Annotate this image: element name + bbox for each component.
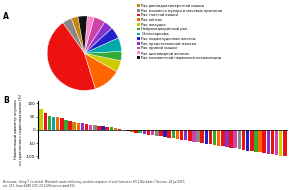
Bar [279,130,282,156]
Bar [180,130,183,140]
Wedge shape [47,23,95,90]
Bar [163,130,167,137]
Wedge shape [84,38,122,53]
Bar [262,130,266,153]
Bar [68,121,72,130]
Bar [110,127,113,130]
Bar [126,130,129,131]
Bar [139,130,142,133]
Wedge shape [84,53,121,72]
Bar [52,117,55,130]
Bar [93,125,97,130]
Bar [271,130,274,154]
Bar [254,130,258,152]
Bar [192,130,196,142]
Bar [217,130,221,146]
Bar [267,130,270,154]
Y-axis label: Наименьший диаметр опухоли
по сравнению с первоначальным (%): Наименьший диаметр опухоли по сравнению … [15,94,23,165]
Bar [258,130,262,152]
Wedge shape [84,28,118,53]
Bar [39,109,43,130]
Text: B: B [3,96,9,105]
Wedge shape [63,18,84,53]
Bar [209,130,212,144]
Wedge shape [84,51,122,61]
Bar [77,123,80,130]
Bar [167,130,171,138]
Bar [101,126,105,130]
Bar [155,130,159,136]
Bar [105,127,109,130]
Bar [56,117,59,130]
Bar [188,130,191,141]
Bar [184,130,187,140]
Bar [196,130,200,142]
Wedge shape [78,16,87,53]
Bar [229,130,233,148]
Bar [221,130,225,146]
Bar [238,130,241,149]
Text: Источник:  Dung T. Le and al. Mismatch repair deficiency predicts response of so: Источник: Dung T. Le and al. Mismatch re… [3,180,185,188]
Bar [81,123,84,130]
Bar [48,116,51,130]
Wedge shape [84,16,94,53]
Bar [64,120,68,130]
Bar [275,130,278,155]
Bar [151,130,155,135]
Bar [205,130,208,144]
Bar [242,130,245,150]
Text: A: A [3,12,9,21]
Wedge shape [84,17,105,53]
Bar [143,130,146,134]
Bar [85,124,88,130]
Bar [233,130,237,148]
Bar [72,122,76,130]
Bar [134,130,138,132]
Bar [44,113,47,130]
Bar [159,130,163,136]
Bar [283,130,287,156]
Bar [176,130,179,139]
Wedge shape [84,22,112,53]
Bar [97,126,101,130]
Wedge shape [71,17,84,53]
Bar [171,130,175,138]
Bar [118,129,121,130]
Bar [200,130,204,143]
Bar [246,130,249,150]
Bar [225,130,229,147]
Bar [60,118,63,130]
Bar [114,128,117,130]
Bar [130,130,134,132]
Bar [213,130,216,145]
Bar [250,130,253,151]
Legend: Рак двенадцатиперстной кишки, Рак мочевого пузыря и мочевых протоков, Рак толсто: Рак двенадцатиперстной кишки, Рак мочево… [137,4,222,60]
Bar [147,130,150,135]
Bar [89,125,93,130]
Wedge shape [84,53,117,89]
